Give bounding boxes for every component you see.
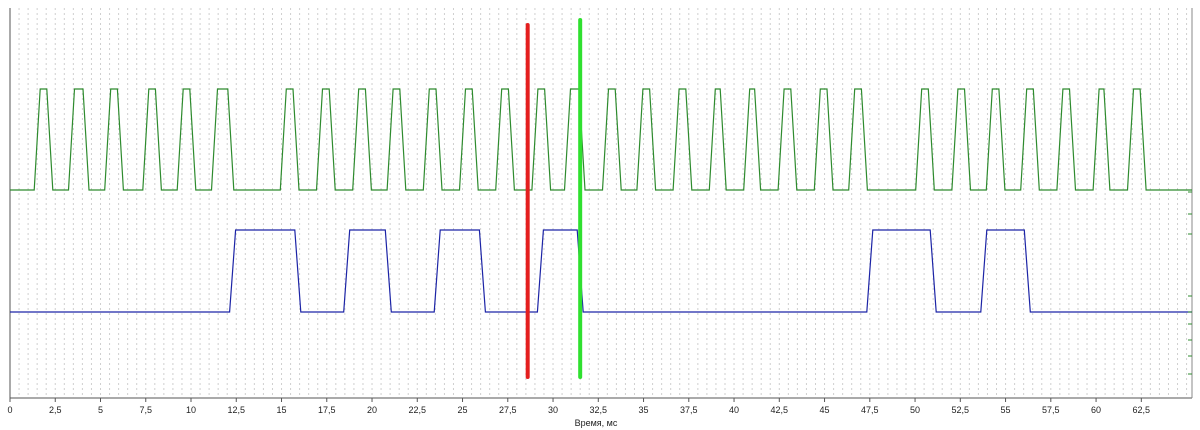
x-tick-label: 37,5 xyxy=(680,405,698,415)
x-tick-label: 27,5 xyxy=(499,405,517,415)
x-tick-label: 32,5 xyxy=(590,405,608,415)
right-tick-layer xyxy=(1188,191,1192,375)
x-tick-label: 22,5 xyxy=(409,405,427,415)
x-tick-label: 25 xyxy=(458,405,468,415)
x-axis-title: Время, мс xyxy=(575,418,618,428)
x-tick-label: 12,5 xyxy=(227,405,245,415)
x-tick-label: 40 xyxy=(729,405,739,415)
x-tick-label: 20 xyxy=(367,405,377,415)
x-tick-label: 2,5 xyxy=(49,405,62,415)
x-tick-label: 17,5 xyxy=(318,405,336,415)
x-tick-label: 60 xyxy=(1091,405,1101,415)
tick-layer: 0 2,5 5 7,5 10 12,5 15 17,5 20 22,5 25 27,5 30 32,5 35… xyxy=(7,398,1150,415)
x-tick-label: 52,5 xyxy=(952,405,970,415)
x-tick-label: 5 xyxy=(98,405,103,415)
x-tick-label: 45 xyxy=(820,405,830,415)
series-line-1 xyxy=(10,88,1192,191)
series-layer xyxy=(10,88,1192,313)
marker-layer xyxy=(525,18,583,379)
x-tick-label: 7,5 xyxy=(140,405,153,415)
frame-layer xyxy=(9,8,1193,399)
x-tick-label: 57,5 xyxy=(1042,405,1060,415)
x-tick-label: 35 xyxy=(639,405,649,415)
x-tick-label: 47,5 xyxy=(861,405,879,415)
x-tick-label: 50 xyxy=(910,405,920,415)
x-tick-label: 15 xyxy=(277,405,287,415)
grid-layer xyxy=(18,8,1188,398)
x-tick-label: 62,5 xyxy=(1133,405,1151,415)
x-tick-label: 0 xyxy=(7,405,12,415)
x-tick-label: 10 xyxy=(186,405,196,415)
x-tick-label: 55 xyxy=(1001,405,1011,415)
x-tick-label: 30 xyxy=(548,405,558,415)
series-line-2 xyxy=(10,229,1192,313)
x-tick-label: 42,5 xyxy=(771,405,789,415)
